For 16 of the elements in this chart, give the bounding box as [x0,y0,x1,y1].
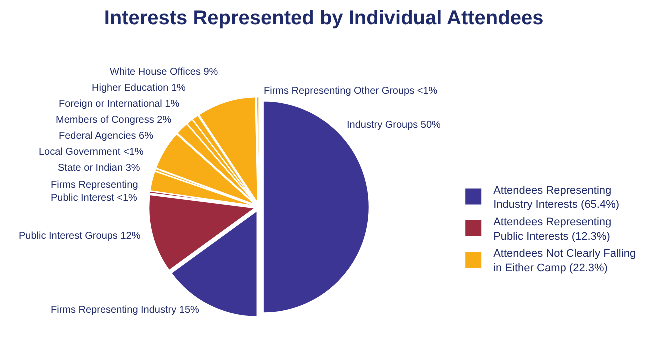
text: Attendees Representing Public Interests (12.3%) [494,216,612,243]
slice-label: Firms Representing Industry 15% [51,305,200,316]
slice-label: Public Interest Groups 12% [19,231,141,242]
slice-label: Industry Groups 50% [347,120,442,131]
text: Attendees Not Clearly Falling in Either Camp (22.3%) [494,248,636,274]
slice-label: Foreign or International 1% [59,99,180,110]
slice-label: White House Offices 9% [110,67,218,78]
slice-label: Federal Agencies 6% [59,131,154,142]
slice-label: Firms Representing Public Interest <1% [51,180,138,204]
slice-label: Higher Education 1% [92,83,186,94]
text: Attendees Representing Industry Interests (65.4%) [494,184,620,212]
slice-label: State or Indian 3% [58,163,140,174]
chart-title: Interests Represented by Individual Attendees [104,7,544,30]
slice-label: Local Government <1% [39,147,144,158]
slice-label: Members of Congress 2% [56,115,172,126]
slice-label: Firms Representing Other Groups <1% [264,86,438,97]
